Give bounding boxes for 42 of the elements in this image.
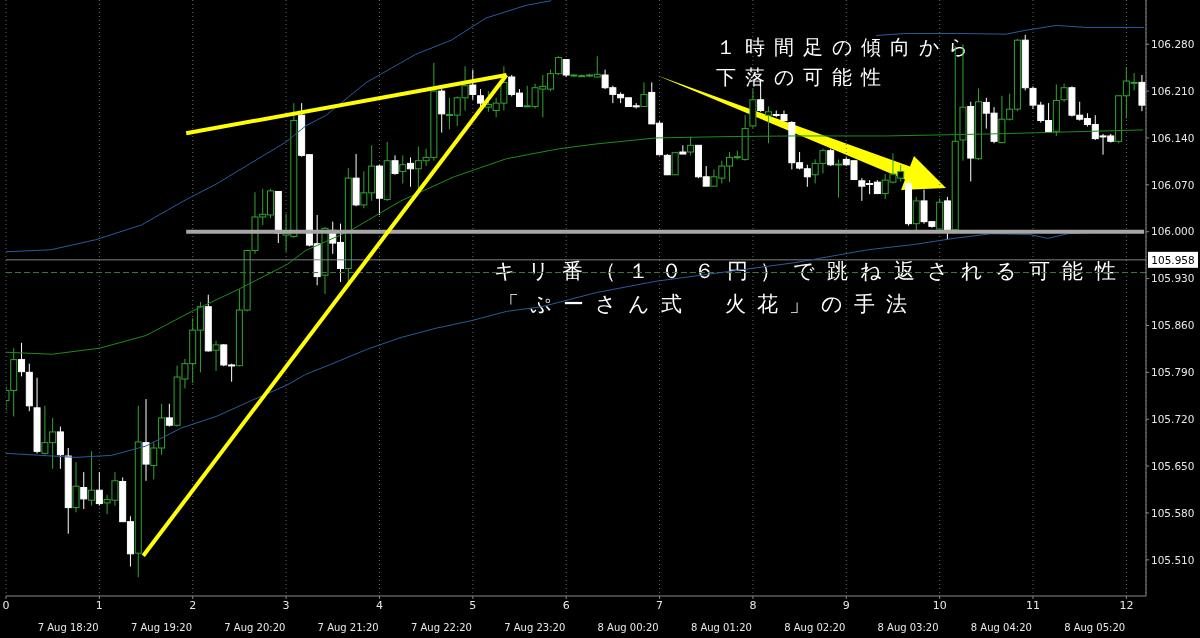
x2-tick-label: 7 Aug 20:20 — [224, 622, 286, 633]
annotation: 「ぷーさん式 火花」の手法 — [498, 292, 918, 316]
y-tick-label: 106.210 — [1151, 84, 1195, 97]
y-tick-label: 105.510 — [1151, 553, 1195, 566]
x2-tick-label: 8 Aug 01:20 — [690, 622, 752, 633]
y-tick-label: 106.000 — [1151, 225, 1195, 238]
x2-tick-label: 7 Aug 21:20 — [317, 622, 379, 633]
x2-tick-label: 8 Aug 00:20 — [597, 622, 659, 633]
x2-tick-label: 8 Aug 04:20 — [970, 622, 1032, 633]
y-tick-label: 105.860 — [1151, 319, 1195, 332]
x2-tick-label: 7 Aug 22:20 — [410, 622, 473, 633]
x2-tick-label: 8 Aug 05:20 — [1064, 622, 1126, 633]
annotation: 下落の可能性 — [716, 65, 890, 89]
x-tick-label: 1 — [95, 598, 103, 612]
annotation: １時間足の傾向から — [716, 35, 977, 59]
x-tick-label: 11 — [1026, 598, 1041, 612]
x2-tick-label: 8 Aug 02:20 — [784, 622, 846, 633]
x-tick-label: 3 — [282, 598, 290, 612]
x-tick-label: 4 — [375, 598, 383, 612]
x-tick-label: 0 — [2, 598, 10, 612]
ref-line-label: 105.958 — [1151, 253, 1195, 266]
x2-tick-label: 8 Aug 03:20 — [877, 622, 939, 633]
x-tick-label: 10 — [932, 598, 947, 612]
x2-tick-label: 7 Aug 18:20 — [37, 622, 99, 633]
y-tick-label: 105.930 — [1151, 272, 1195, 285]
y-tick-label: 105.720 — [1151, 412, 1195, 425]
y-tick-label: 105.650 — [1151, 459, 1195, 472]
x-tick-label: 12 — [1119, 598, 1134, 612]
x-tick-label: 7 — [656, 598, 664, 612]
x2-tick-label: 7 Aug 23:20 — [504, 622, 566, 633]
x-tick-label: 2 — [189, 598, 197, 612]
y-tick-label: 106.070 — [1151, 178, 1195, 191]
x-tick-label: 6 — [562, 598, 570, 612]
y-tick-label: 105.580 — [1151, 506, 1195, 519]
x-tick-label: 9 — [842, 598, 850, 612]
x-tick-label: 8 — [749, 598, 757, 612]
annotation: キリ番（１０６円）で跳ね返される可能性 — [494, 259, 1128, 283]
x-tick-label: 5 — [469, 598, 477, 612]
y-tick-label: 105.790 — [1151, 366, 1195, 379]
y-tick-label: 106.280 — [1151, 37, 1195, 50]
x2-tick-label: 7 Aug 19:20 — [130, 622, 193, 633]
y-tick-label: 106.140 — [1151, 131, 1195, 144]
